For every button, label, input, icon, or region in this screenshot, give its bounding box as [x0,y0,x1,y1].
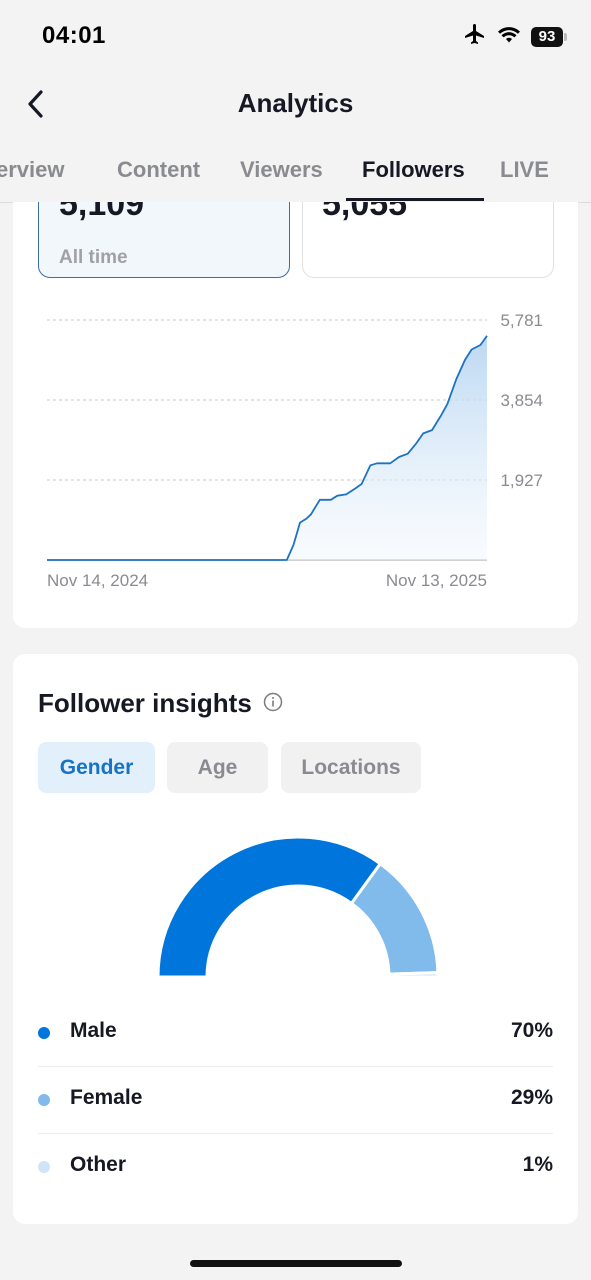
tab-overview[interactable]: erview [0,157,65,182]
legend-value-other: 1% [522,1153,553,1176]
filter-locations[interactable]: Locations [281,742,421,793]
follower-insights-card: Follower insights Gender Age Locations M… [13,654,578,1224]
legend-row-other: Other 1% [38,1133,553,1200]
tab-followers[interactable]: Followers [362,157,465,182]
y-tick-label-low: 1,927 [500,471,543,490]
page-title: Analytics [237,88,354,118]
chevron-left-icon [28,90,43,118]
donut-segment-other [387,971,440,979]
legend-label-male: Male [70,1019,117,1042]
tab-content[interactable]: Content [117,157,201,182]
secondary-stat-value: 5,055 [322,202,408,223]
tab-live[interactable]: LIVE [500,157,549,182]
tab-viewers[interactable]: Viewers [240,157,323,182]
y-tick-label-mid: 3,854 [500,391,543,410]
battery-level: 93 [531,26,563,47]
filter-gender[interactable]: Gender [38,742,155,793]
followers-line [47,335,488,561]
followers-area [47,335,487,560]
x-label-start: Nov 14, 2024 [47,571,148,590]
analytics-tabs: erview Content Viewers Followers LIVE [0,140,591,203]
battery-icon: 93 [531,26,567,47]
airplane-icon [463,22,487,51]
legend-label-other: Other [70,1153,127,1176]
stat-card-all-time[interactable]: 5,109 All time [38,202,290,278]
status-bar: 04:01 93 [0,0,591,70]
status-icons: 93 [463,22,567,51]
active-tab-indicator [346,198,484,201]
wifi-icon [497,24,521,49]
y-tick-label-top: 5,781 [500,311,543,330]
battery-tip [564,32,567,41]
insights-title: Follower insights [38,688,252,718]
status-time: 04:01 [42,22,106,49]
legend-value-female: 29% [510,1086,553,1109]
x-label-end: Nov 13, 2025 [386,571,487,590]
legend-label-female: Female [70,1086,143,1109]
stat-card-secondary[interactable]: 5,055 [302,202,554,278]
legend-value-male: 70% [510,1019,553,1042]
info-icon[interactable] [263,692,283,717]
legend-dot-male [38,1027,50,1039]
followers-chart: 5,781 3,854 1,927 Nov 14, 2024 Nov 13, 2… [47,311,543,590]
all-time-label: All time [59,247,128,268]
legend-dot-female [38,1094,50,1106]
nav-bar: Analytics [0,72,591,136]
back-button[interactable] [16,84,56,124]
legend-dot-other [38,1161,50,1173]
all-time-value: 5,109 [59,202,145,223]
legend-row-female: Female 29% [38,1066,553,1134]
legend-row-male: Male 70% [38,999,553,1067]
gender-semi-donut-chart [156,835,440,979]
filter-age[interactable]: Age [167,742,268,793]
followers-card: 5,109 All time 5,055 5,781 3,854 1,927 N… [13,202,578,628]
donut-segment-male [156,835,383,979]
home-indicator[interactable] [190,1260,402,1267]
